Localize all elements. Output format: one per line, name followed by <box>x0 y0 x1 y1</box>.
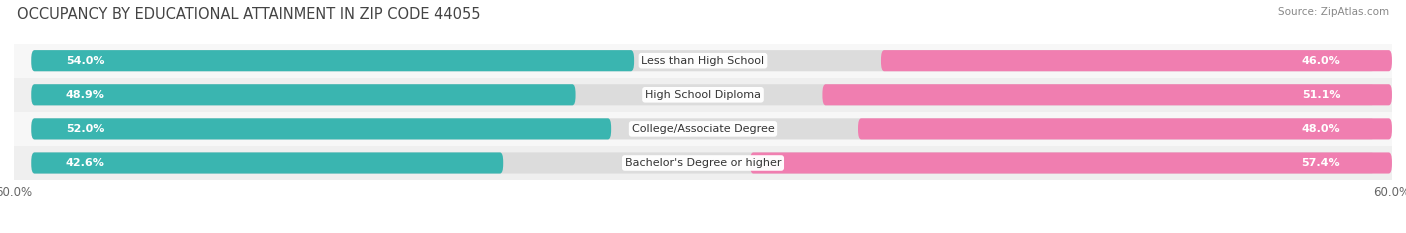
FancyBboxPatch shape <box>31 50 634 71</box>
Legend: Owner-occupied, Renter-occupied: Owner-occupied, Renter-occupied <box>579 230 827 233</box>
Text: 42.6%: 42.6% <box>66 158 104 168</box>
FancyBboxPatch shape <box>31 84 1375 105</box>
Text: 52.0%: 52.0% <box>66 124 104 134</box>
FancyBboxPatch shape <box>858 118 1392 140</box>
Bar <box>14 112 1392 146</box>
FancyBboxPatch shape <box>31 84 575 105</box>
Bar <box>14 78 1392 112</box>
Text: 48.9%: 48.9% <box>66 90 104 100</box>
FancyBboxPatch shape <box>31 152 503 174</box>
FancyBboxPatch shape <box>749 152 1392 174</box>
Text: 46.0%: 46.0% <box>1302 56 1340 66</box>
Text: 57.4%: 57.4% <box>1302 158 1340 168</box>
FancyBboxPatch shape <box>31 152 1375 174</box>
Text: College/Associate Degree: College/Associate Degree <box>631 124 775 134</box>
FancyBboxPatch shape <box>31 118 612 140</box>
Text: High School Diploma: High School Diploma <box>645 90 761 100</box>
FancyBboxPatch shape <box>31 118 1375 140</box>
Text: Less than High School: Less than High School <box>641 56 765 66</box>
Text: 54.0%: 54.0% <box>66 56 104 66</box>
FancyBboxPatch shape <box>823 84 1392 105</box>
Text: Bachelor's Degree or higher: Bachelor's Degree or higher <box>624 158 782 168</box>
FancyBboxPatch shape <box>882 50 1392 71</box>
Text: OCCUPANCY BY EDUCATIONAL ATTAINMENT IN ZIP CODE 44055: OCCUPANCY BY EDUCATIONAL ATTAINMENT IN Z… <box>17 7 481 22</box>
Text: 48.0%: 48.0% <box>1302 124 1340 134</box>
Bar <box>14 146 1392 180</box>
Text: 51.1%: 51.1% <box>1302 90 1340 100</box>
Text: Source: ZipAtlas.com: Source: ZipAtlas.com <box>1278 7 1389 17</box>
FancyBboxPatch shape <box>31 50 1375 71</box>
Bar <box>14 44 1392 78</box>
